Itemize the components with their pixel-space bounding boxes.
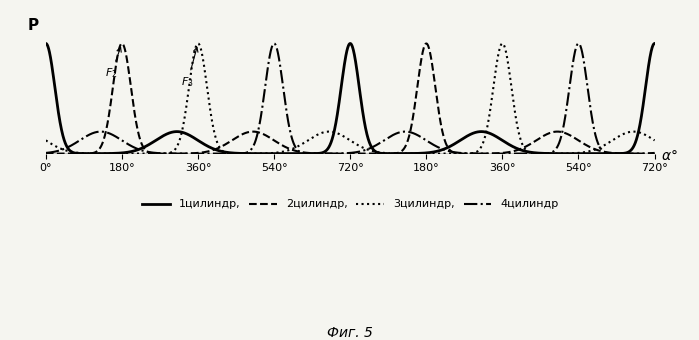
4цилиндр: [185, 152, 194, 156]
Text: Фиг. 5: Фиг. 5: [326, 326, 373, 340]
2цилиндр,: [275, 142, 284, 146]
2цилиндр,: [42, 152, 50, 156]
1цилиндр,: [302, 152, 310, 156]
4цилиндр: [275, 59, 284, 64]
2цилиндр,: [639, 152, 647, 156]
1цилиндр,: [573, 152, 582, 156]
1цилиндр,: [42, 41, 50, 46]
2цилиндр,: [573, 138, 582, 142]
Legend: 1цилиндр,, 2цилиндр,, 3цилиндр,, 4цилиндр: 1цилиндр,, 2цилиндр,, 3цилиндр,, 4цилинд…: [138, 195, 563, 214]
Text: $F_3$: $F_3$: [181, 47, 198, 89]
3цилиндр,: [110, 152, 118, 156]
Text: $\alpha°$: $\alpha°$: [661, 149, 678, 163]
1цилиндр,: [147, 141, 156, 145]
2цилиндр,: [650, 152, 658, 156]
1цилиндр,: [111, 151, 120, 155]
1цилиндр,: [650, 41, 658, 46]
2цилиндр,: [111, 68, 120, 72]
4цилиндр: [111, 134, 120, 138]
2цилиндр,: [302, 151, 310, 155]
4цилиндр: [650, 151, 658, 155]
1цилиндр,: [639, 105, 647, 109]
3цилиндр,: [275, 150, 284, 154]
3цилиндр,: [42, 138, 50, 142]
4цилиндр: [302, 151, 310, 155]
Line: 1цилиндр,: 1цилиндр,: [46, 44, 654, 154]
1цилиндр,: [261, 152, 270, 156]
4цилиндр: [42, 151, 50, 155]
1цилиндр,: [275, 152, 284, 156]
3цилиндр,: [573, 151, 582, 155]
2цилиндр,: [147, 151, 156, 155]
3цилиндр,: [147, 152, 156, 156]
3цилиндр,: [650, 138, 658, 142]
3цилиндр,: [194, 41, 202, 46]
3цилиндр,: [639, 132, 647, 136]
4цилиндр: [575, 41, 583, 46]
4цилиндр: [639, 151, 647, 155]
2цилиндр,: [117, 41, 126, 46]
Text: P: P: [27, 18, 38, 33]
Line: 3цилиндр,: 3цилиндр,: [46, 44, 654, 154]
Line: 2цилиндр,: 2цилиндр,: [46, 44, 654, 154]
3цилиндр,: [111, 152, 120, 156]
4цилиндр: [573, 42, 582, 47]
4цилиндр: [147, 150, 156, 154]
Text: $F_2$: $F_2$: [105, 47, 121, 80]
Line: 4цилиндр: 4цилиндр: [46, 44, 654, 154]
3цилиндр,: [302, 139, 310, 143]
